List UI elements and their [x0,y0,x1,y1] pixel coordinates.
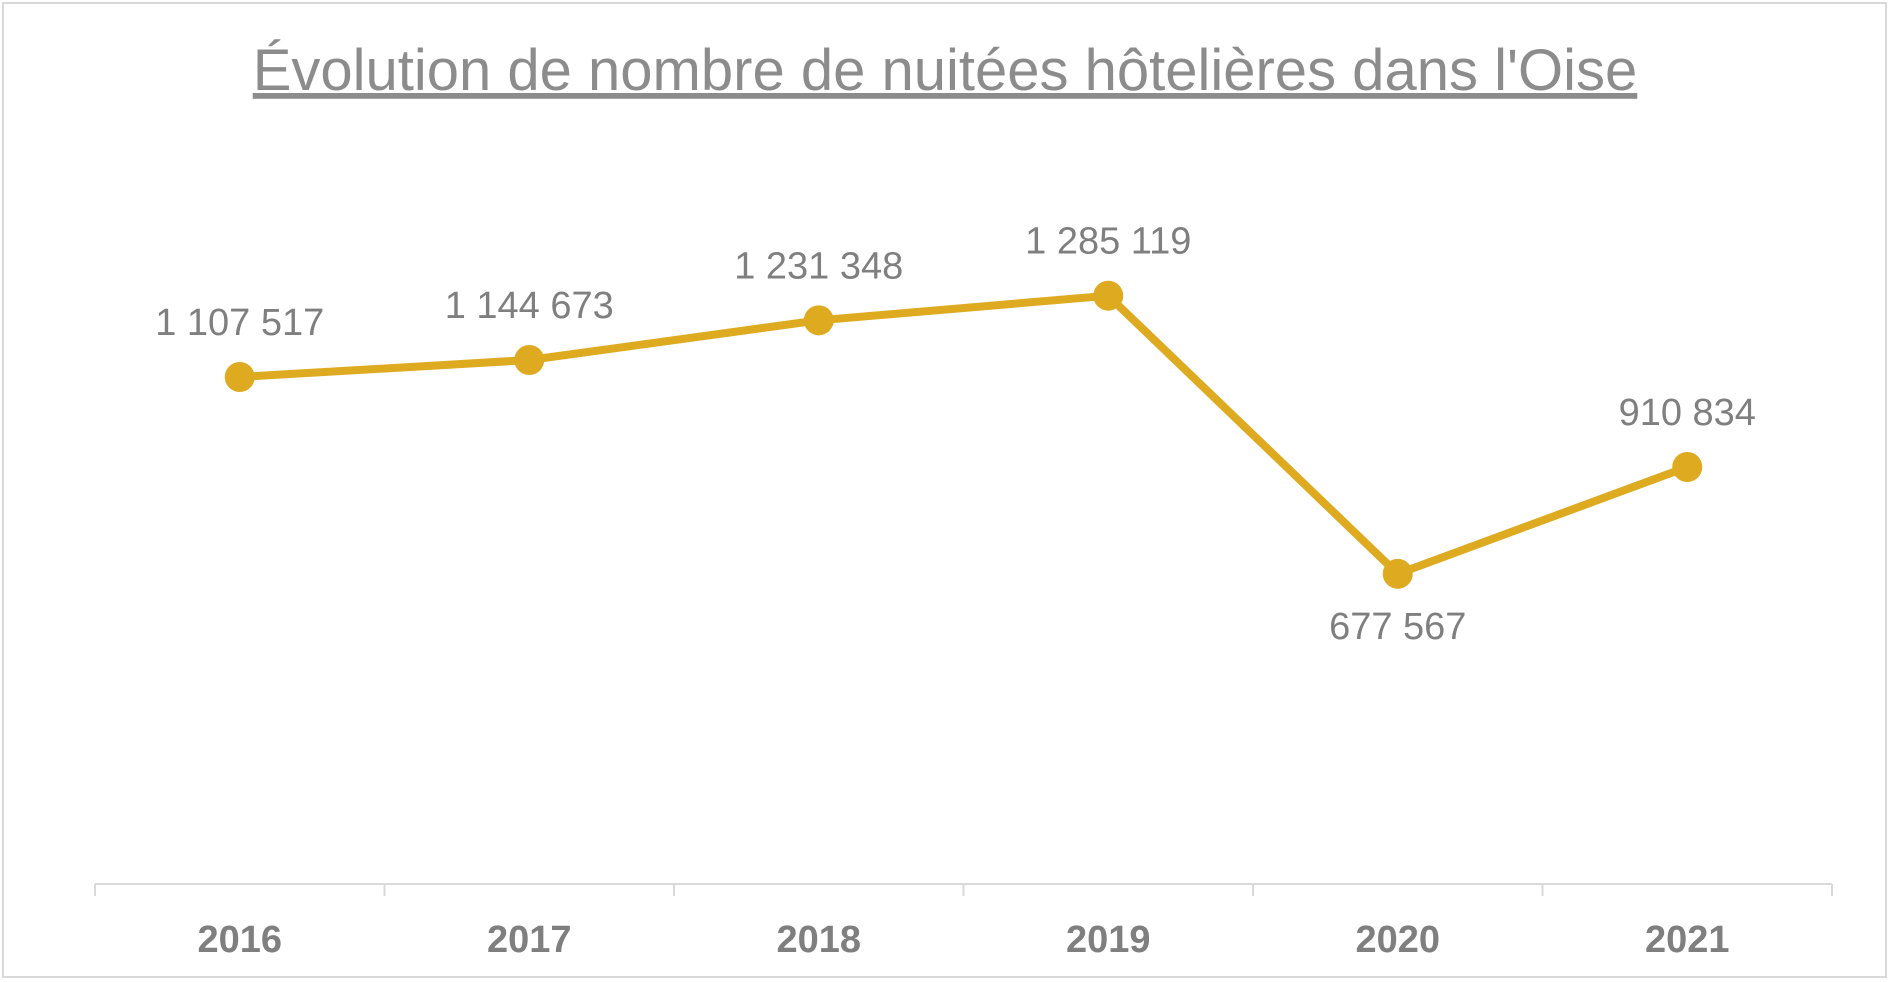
x-tick-label: 2016 [197,919,282,961]
x-axis: 2016 2017 2018 2019 2020 2021 [94,883,1833,961]
data-point [803,305,834,336]
x-tick-label: 2020 [1355,919,1440,961]
data-label: 1 231 348 [734,245,903,287]
series-layer [224,280,1703,589]
data-label: 1 107 517 [155,302,324,344]
data-label: 1 285 119 [1025,221,1191,263]
data-label: 1 144 673 [445,285,614,327]
data-label: 677 567 [1329,606,1466,648]
data-point [1382,558,1413,589]
x-tick-label: 2017 [487,919,572,961]
data-point [1093,280,1124,311]
series-line [239,291,1689,578]
chart-title: Évolution de nombre de nuitées hôtelière… [253,38,1638,103]
x-tick-label: 2021 [1645,919,1730,961]
data-point [224,362,255,393]
x-tick-label: 2018 [776,919,861,961]
data-point [1672,452,1703,483]
data-label: 910 834 [1619,392,1756,434]
data-point [514,344,545,375]
data-labels: 1 107 517 1 144 673 1 231 348 1 285 119 677 … [155,221,1756,648]
x-tick-label: 2019 [1066,919,1151,961]
